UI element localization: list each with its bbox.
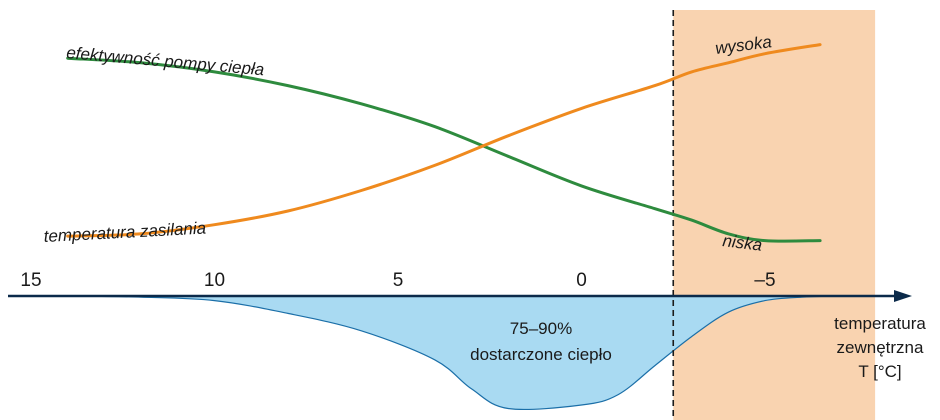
series-label-efficiency: efektywność pompy ciepła (66, 43, 265, 79)
series-line-supply-temperature (66, 43, 822, 238)
x-axis-title-line-3: T [°C] (858, 362, 901, 381)
series-label-supply-temperature: temperatura zasilania (43, 219, 206, 246)
x-tick-label: –5 (754, 270, 775, 291)
x-axis-title-line-1: temperatura (834, 314, 926, 333)
x-tick-label: 15 (20, 270, 41, 291)
x-axis-title-line-2: zewnętrzna (837, 338, 924, 357)
x-tick-label: 0 (576, 270, 587, 291)
heat-area-label-percent: 75–90% (510, 319, 572, 338)
x-axis-arrowhead (894, 290, 912, 302)
annotation-low: niska (722, 231, 764, 255)
x-tick-label: 10 (204, 270, 225, 291)
low-temperature-region (673, 10, 876, 420)
series-line-heat-pump-efficiency (66, 56, 822, 243)
heat-delivered-area (67, 295, 839, 411)
heat-area-label-text: dostarczone ciepło (470, 345, 612, 364)
x-tick-label: 5 (393, 270, 404, 291)
x-axis-tick-labels: 15 10 5 0 –5 (20, 270, 775, 291)
